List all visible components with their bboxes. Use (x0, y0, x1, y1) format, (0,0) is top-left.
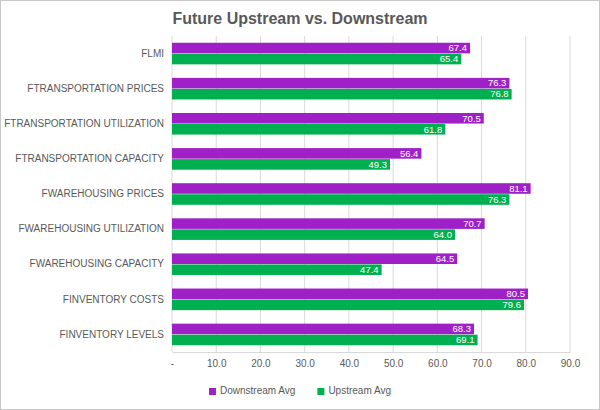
y-tick: FINVENTORY LEVELS (60, 329, 173, 340)
y-tick-label: FTRANSPORTATION UTILIZATION (4, 118, 164, 129)
bar (172, 335, 478, 346)
bar (172, 324, 474, 335)
x-tick-label: 30.0 (295, 358, 315, 369)
x-tick-label: 50.0 (384, 358, 404, 369)
data-label: 64.0 (434, 229, 453, 240)
bar-series (172, 54, 524, 345)
y-tick: FINVENTORY COSTS (63, 294, 172, 305)
legend-swatch (317, 388, 324, 395)
x-tick-label: 40.0 (340, 358, 360, 369)
bar-series (172, 43, 531, 334)
y-tick-label: FTRANSPORTATION CAPACITY (15, 153, 164, 164)
bar (172, 124, 445, 135)
bar (172, 194, 509, 205)
y-tick: FWAREHOUSING PRICES (42, 188, 172, 199)
data-label: 69.1 (456, 334, 475, 345)
x-tick-label: 10.0 (207, 358, 227, 369)
x-tick: 30.0 (295, 352, 315, 369)
x-axis-line (173, 352, 571, 353)
grid-line (525, 36, 526, 352)
data-label: 56.4 (400, 148, 419, 159)
bars (172, 43, 531, 345)
bar (172, 43, 470, 54)
x-tick: 50.0 (384, 352, 404, 369)
y-tick: FTRANSPORTATION UTILIZATION (4, 118, 172, 129)
bar (172, 78, 509, 89)
y-tick-label: FLMI (141, 48, 164, 59)
data-label: 68.3 (453, 323, 472, 334)
y-tick: FWAREHOUSING UTILIZATION (18, 223, 172, 234)
y-tick: FLMI (141, 48, 172, 59)
bar (172, 54, 461, 65)
x-tick-label: 60.0 (428, 358, 448, 369)
y-tick: FTRANSPORTATION PRICES (27, 83, 172, 94)
y-tick-label: FINVENTORY LEVELS (60, 329, 165, 340)
grid-line (570, 36, 571, 352)
x-tick: 70.0 (472, 352, 492, 369)
data-label: 76.3 (488, 194, 507, 205)
x-tick: 90.0 (561, 352, 581, 369)
data-label: 76.8 (490, 88, 509, 99)
x-tick: 20.0 (251, 352, 271, 369)
x-tick: 10.0 (207, 352, 227, 369)
bar (172, 289, 528, 300)
bar (172, 300, 524, 311)
y-tick-label: FTRANSPORTATION PRICES (27, 83, 164, 94)
y-axis: FLMI FTRANSPORTATION PRICES FTRANSPORTATIO… (4, 48, 172, 340)
bar (172, 89, 512, 100)
bar (172, 148, 421, 159)
legend: Downstream Avg Upstream Avg (209, 385, 391, 396)
x-tick: 80.0 (517, 352, 537, 369)
chart: Future Upstream vs. Downstream 67.4 76.3 70… (0, 0, 600, 410)
data-label: 70.7 (463, 218, 482, 229)
chart-title: Future Upstream vs. Downstream (172, 10, 427, 27)
x-tick: - (171, 352, 174, 369)
x-tick: 40.0 (340, 352, 360, 369)
x-tick-label: - (171, 358, 174, 369)
chart-frame (1, 1, 600, 410)
data-labels: 67.4 76.3 70.5 56.4 81.1 70.7 64.5 80.5 68.3 65.4… (360, 42, 528, 345)
bar (172, 218, 485, 229)
data-label: 67.4 (449, 42, 468, 53)
data-label: 64.5 (436, 253, 455, 264)
bar (172, 159, 390, 170)
data-label: 65.4 (440, 53, 459, 64)
x-tick-label: 20.0 (251, 358, 271, 369)
legend-label: Downstream Avg (220, 385, 295, 396)
bar (172, 183, 531, 194)
x-tick-label: 80.0 (517, 358, 537, 369)
legend-item: Downstream Avg (209, 385, 295, 396)
x-tick-label: 90.0 (561, 358, 581, 369)
bar (172, 229, 455, 240)
y-tick-label: FWAREHOUSING PRICES (42, 188, 165, 199)
y-tick-label: FWAREHOUSING CAPACITY (30, 258, 165, 269)
legend-item: Upstream Avg (317, 385, 391, 396)
data-label: 70.5 (462, 113, 481, 124)
bar (172, 264, 382, 275)
data-label: 79.6 (503, 299, 522, 310)
bar (172, 253, 457, 264)
plot: 67.4 76.3 70.5 56.4 81.1 70.7 64.5 80.5 68.3 65.4… (4, 36, 580, 369)
bar (172, 113, 484, 124)
data-label: 80.5 (506, 288, 525, 299)
data-label: 47.4 (360, 264, 379, 275)
data-label: 76.3 (488, 77, 507, 88)
data-label: 81.1 (509, 183, 528, 194)
data-label: 49.3 (369, 159, 388, 170)
y-tick: FTRANSPORTATION CAPACITY (15, 153, 172, 164)
legend-label: Upstream Avg (328, 385, 391, 396)
x-axis: - 10.0 20.0 30.0 40.0 50.0 60.0 70.0 80.0 90.0 (171, 352, 581, 369)
y-tick: FWAREHOUSING CAPACITY (30, 258, 172, 269)
x-tick: 60.0 (428, 352, 448, 369)
y-tick-label: FINVENTORY COSTS (63, 294, 164, 305)
data-label: 61.8 (424, 124, 443, 135)
y-tick-label: FWAREHOUSING UTILIZATION (18, 223, 164, 234)
grid (172, 36, 570, 352)
x-tick-label: 70.0 (472, 358, 492, 369)
legend-swatch (209, 388, 216, 395)
